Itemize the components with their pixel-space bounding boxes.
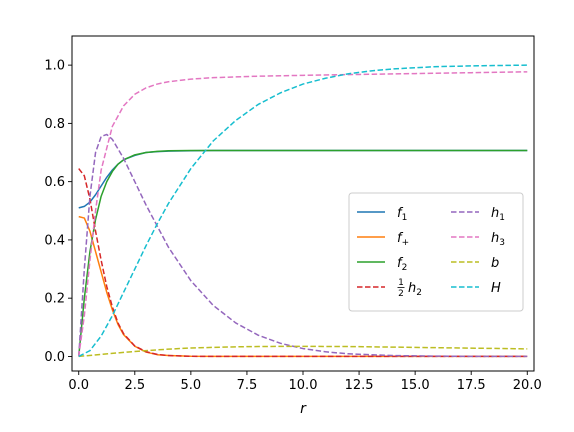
x-tick-label: 10.0 — [289, 378, 318, 393]
series-line-6 — [78, 345, 528, 358]
y-tick-label: 0.4 — [44, 233, 65, 248]
y-tick-label: 0.8 — [44, 117, 65, 132]
y-tick-label: 0.2 — [44, 292, 65, 307]
legend-box — [348, 192, 524, 312]
x-tick-label: 15.0 — [401, 378, 430, 393]
x-tick-label: 5.0 — [181, 378, 202, 393]
series-line-7 — [78, 64, 528, 358]
series-line-3 — [78, 168, 528, 358]
series-line-4 — [77, 133, 528, 358]
x-tick-label: 7.5 — [237, 378, 258, 393]
legend-label: b — [491, 256, 499, 271]
y-axis: 0.0 0.2 0.4 0.6 0.8 1.0 — [44, 59, 72, 365]
x-axis-label: r — [300, 401, 307, 417]
y-tick-label: 1.0 — [44, 59, 65, 74]
legend-fraction-numerator: 1 — [398, 278, 404, 288]
x-tick-label: 20.0 — [513, 378, 542, 393]
y-tick-label: 0.6 — [44, 175, 65, 190]
plot-area — [77, 64, 528, 358]
x-tick-label: 17.5 — [457, 378, 486, 393]
x-tick-label: 0.0 — [68, 378, 89, 393]
legend-fraction-denominator: 2 — [398, 289, 404, 299]
x-tick-label: 2.5 — [124, 378, 145, 393]
x-tick-label: 12.5 — [345, 378, 374, 393]
series-line-2 — [77, 149, 528, 357]
series-line-5 — [77, 71, 528, 357]
legend-label: f1 — [397, 206, 407, 223]
legend-label: f2 — [397, 256, 407, 273]
legend-label: H — [491, 281, 501, 296]
y-tick-label: 0.0 — [44, 350, 65, 365]
x-axis: 0.0 2.5 5.0 7.5 10.0 12.5 15.0 17.5 20.0 — [68, 371, 542, 393]
